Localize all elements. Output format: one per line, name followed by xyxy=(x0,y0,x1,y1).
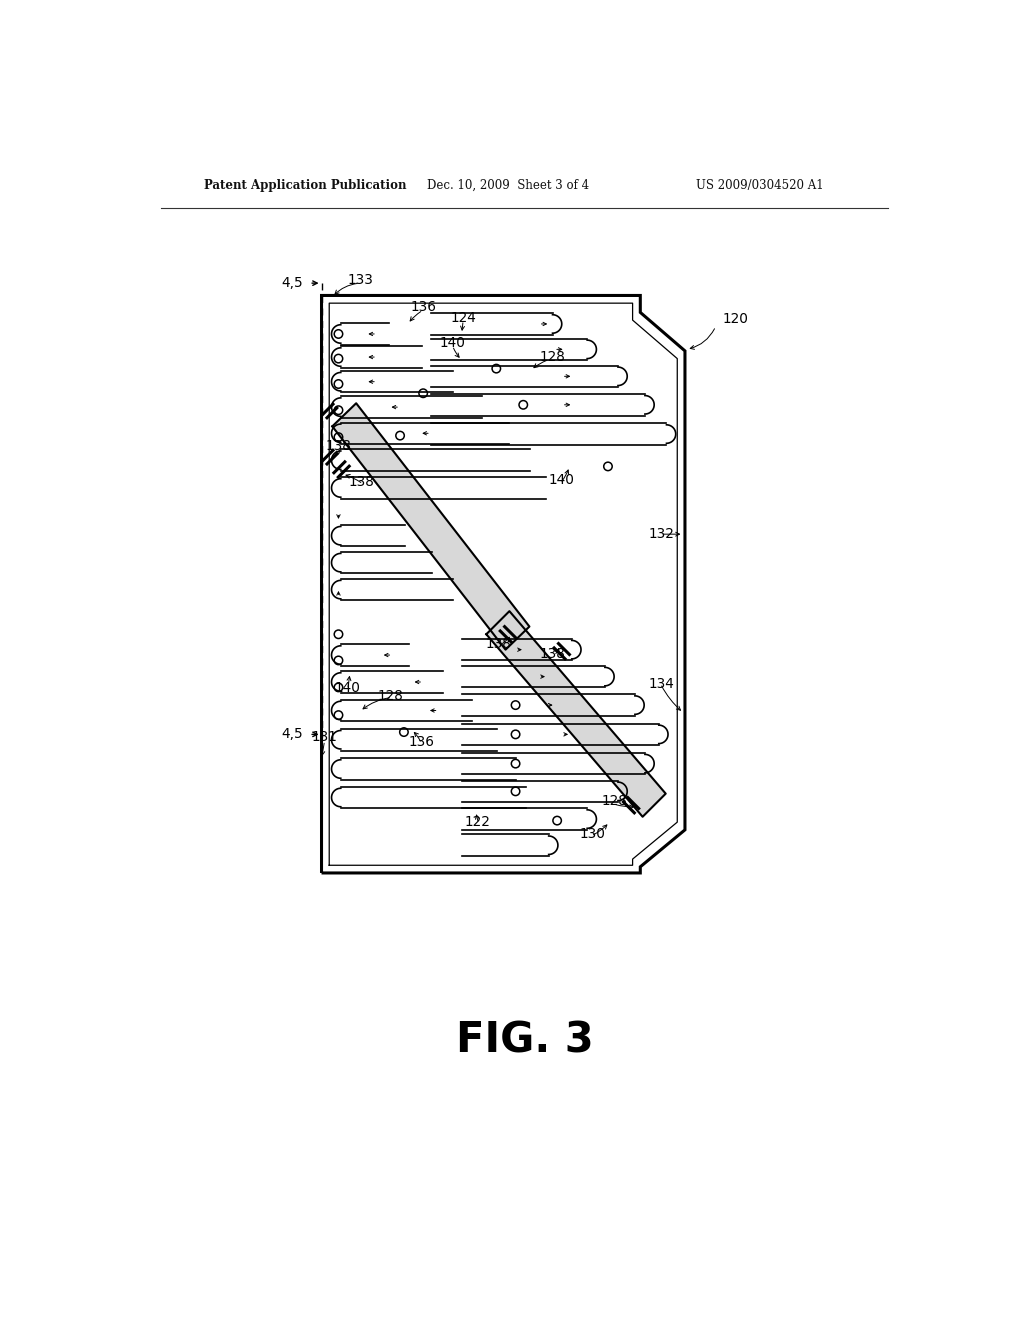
Text: 128: 128 xyxy=(378,689,403,702)
Text: US 2009/0304520 A1: US 2009/0304520 A1 xyxy=(696,178,823,191)
Text: 136: 136 xyxy=(411,300,436,314)
Text: 4,5: 4,5 xyxy=(282,276,303,290)
Text: 140: 140 xyxy=(549,474,574,487)
Text: Patent Application Publication: Patent Application Publication xyxy=(204,178,407,191)
Text: 4,5: 4,5 xyxy=(282,727,303,742)
Polygon shape xyxy=(486,611,666,817)
Text: 134: 134 xyxy=(649,677,675,690)
Text: 128: 128 xyxy=(540,350,565,364)
Text: 130: 130 xyxy=(580,828,605,841)
Polygon shape xyxy=(322,296,685,873)
Text: 138: 138 xyxy=(326,438,351,453)
Text: 128: 128 xyxy=(601,795,627,808)
Text: 138: 138 xyxy=(540,647,565,660)
Text: 131: 131 xyxy=(311,730,338,744)
Text: 140: 140 xyxy=(335,681,360,696)
Text: 136: 136 xyxy=(409,735,434,748)
Text: 120: 120 xyxy=(723,312,749,326)
Text: 133: 133 xyxy=(347,273,373,286)
Text: 140: 140 xyxy=(439,337,465,350)
Text: 138: 138 xyxy=(348,475,375,488)
Text: Dec. 10, 2009  Sheet 3 of 4: Dec. 10, 2009 Sheet 3 of 4 xyxy=(427,178,589,191)
Polygon shape xyxy=(333,404,529,649)
Text: 124: 124 xyxy=(451,310,476,325)
Text: 138: 138 xyxy=(485,636,512,651)
Text: 132: 132 xyxy=(649,527,675,541)
Text: FIG. 3: FIG. 3 xyxy=(456,1019,594,1061)
Text: 122: 122 xyxy=(464,816,490,829)
